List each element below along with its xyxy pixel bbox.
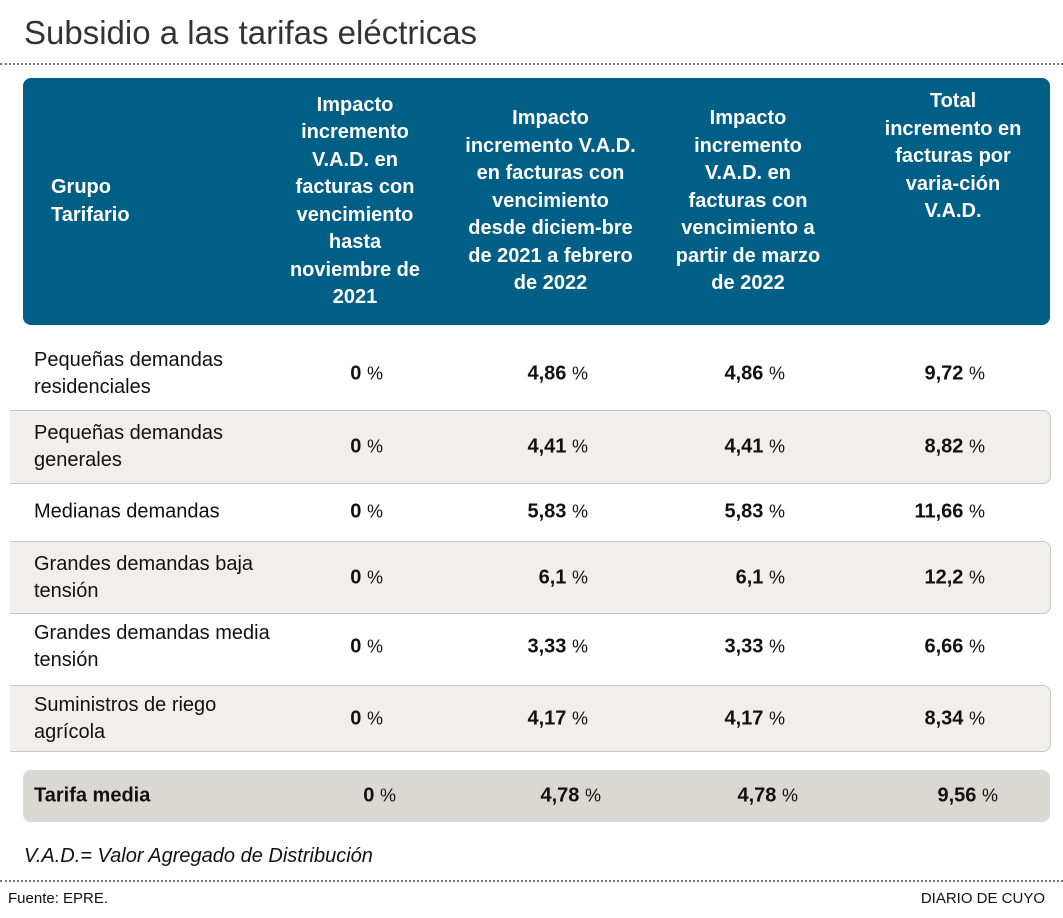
row-value: 4,17 % — [724, 707, 785, 729]
table-header: Grupo Tarifario Impacto incremento V.A.D… — [23, 78, 1050, 325]
row-value: 0 % — [350, 566, 383, 588]
row-value: 0 % — [350, 435, 383, 458]
row-value: 4,78 % — [540, 784, 601, 807]
row-value: 4,86 % — [724, 362, 785, 385]
table-row: Suministros de riego agrícola 0 % 4,17 % 4,… — [10, 685, 1051, 752]
row-value: 5,83 % — [724, 500, 785, 523]
row-value: 3,33 % — [527, 635, 588, 658]
table-row: Pequeñas demandas generales 0 % 4,41 % 4,41… — [10, 410, 1051, 484]
header-grupo: Grupo Tarifario — [51, 176, 130, 226]
row-value: 0 % — [350, 707, 383, 729]
total-row: Tarifa media 0 % 4,78 % 4,78 % 9,56 % — [23, 770, 1050, 822]
header-col4: Total incremento en facturas por varia-c… — [884, 90, 1022, 222]
header-col3: Impacto incremento V.A.D. en facturas co… — [675, 107, 821, 295]
row-label: Suministros de riego agrícola — [34, 693, 217, 743]
table-row: Grandes demandas media tensión 0 % 3,33 % 3… — [10, 614, 1050, 680]
page-title: Subsidio a las tarifas eléctricas — [24, 14, 478, 51]
header-col2: Impacto incremento V.A.D. en facturas co… — [465, 107, 636, 295]
divider — [0, 880, 1063, 882]
row-value: 3,33 % — [724, 635, 785, 658]
row-value: 9,72 % — [924, 362, 985, 385]
row-value: 6,1 % — [538, 566, 588, 588]
header-col1: Impacto incremento V.A.D. en facturas co… — [289, 93, 421, 309]
row-value: 0 % — [350, 635, 383, 658]
table-row: Pequeñas demandas residenciales 0 % 4,86 %… — [10, 340, 1050, 408]
row-label: Tarifa media — [34, 784, 151, 807]
row-value: 9,56 % — [937, 784, 998, 807]
row-value: 5,83 % — [527, 500, 588, 523]
table-row: Medianas demandas 0 % 5,83 % 5,83 % 11,66 % — [10, 484, 1050, 540]
row-value: 8,82 % — [924, 435, 985, 458]
row-value: 4,41 % — [724, 435, 785, 458]
table-row: Grandes demandas baja tensión 0 % 6,1 % 6,1… — [10, 541, 1051, 614]
row-label: Pequeñas demandas generales — [34, 422, 224, 471]
row-value: 4,78 % — [737, 784, 798, 807]
row-label: Grandes demandas baja tensión — [34, 552, 254, 602]
source: Fuente: EPRE. — [8, 890, 109, 907]
row-value: 0 % — [350, 362, 383, 385]
row-value: 12,2 % — [924, 566, 985, 588]
row-value: 8,34 % — [924, 707, 985, 729]
row-value: 4,17 % — [527, 707, 588, 729]
row-value: 6,1 % — [735, 566, 785, 588]
row-label: Medianas demandas — [34, 500, 220, 523]
row-value: 4,41 % — [527, 435, 588, 458]
row-value: 4,86 % — [527, 362, 588, 385]
row-value: 0 % — [363, 784, 396, 807]
row-label: Grandes demandas media tensión — [34, 622, 270, 671]
footnote: V.A.D.= Valor Agregado de Distribución — [24, 845, 373, 867]
row-value: 6,66 % — [924, 635, 985, 658]
divider — [0, 63, 1063, 65]
row-value: 0 % — [350, 500, 383, 523]
brand: DIARIO DE CUYO — [920, 890, 1045, 907]
row-value: 11,66 % — [914, 500, 985, 523]
row-label: Pequeñas demandas residenciales — [34, 349, 224, 398]
